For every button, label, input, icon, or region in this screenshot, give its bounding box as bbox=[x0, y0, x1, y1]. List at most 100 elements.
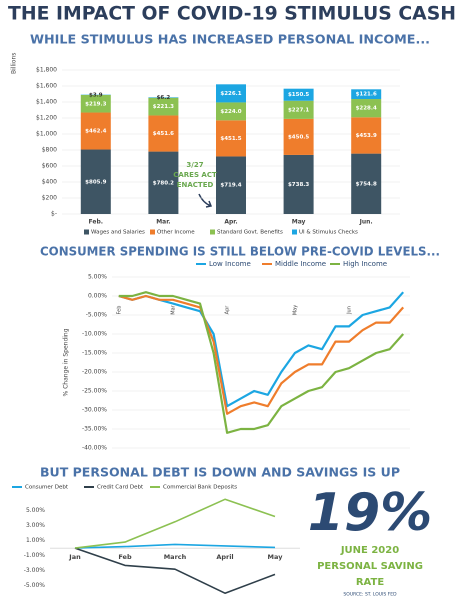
bar-segment bbox=[283, 88, 314, 101]
bar-segment bbox=[216, 102, 246, 121]
page-title: THE IMPACT OF COVID-19 STIMULUS CASH bbox=[8, 3, 456, 25]
chart-title: WHILE STIMULUS HAS INCREASED PERSONAL IN… bbox=[30, 33, 430, 47]
bar-segment bbox=[283, 154, 314, 214]
data-label: $221.3 bbox=[153, 104, 174, 110]
line-series bbox=[118, 291, 405, 408]
stat-line: PERSONAL SAVING bbox=[317, 561, 423, 572]
legend-swatch bbox=[210, 229, 215, 235]
x-tick-label: Apr bbox=[225, 305, 231, 315]
y-tick-label: $1,200 bbox=[36, 115, 57, 122]
y-tick-label: 5.00% bbox=[26, 507, 45, 514]
legend-label: Consumer Debt bbox=[25, 485, 69, 491]
stat-line: JUNE 2020 bbox=[340, 545, 399, 556]
line-series bbox=[118, 291, 405, 434]
legend-label: Wages and Salaries bbox=[91, 230, 145, 236]
y-tick-label: $600 bbox=[42, 163, 57, 170]
data-label: $226.1 bbox=[220, 91, 241, 97]
x-tick-label: Mar. bbox=[156, 219, 170, 226]
bar-segment bbox=[351, 99, 382, 118]
bar-segment bbox=[283, 118, 314, 155]
data-label: $450.5 bbox=[288, 134, 309, 140]
x-tick-label: Jun bbox=[347, 306, 353, 315]
x-tick-label: March bbox=[164, 553, 187, 561]
y-tick-label: 5.00% bbox=[88, 274, 107, 281]
bar-segment bbox=[80, 149, 111, 214]
data-label: $3.9 bbox=[89, 92, 103, 98]
data-label: $219.3 bbox=[85, 101, 106, 107]
data-label: $754.8 bbox=[356, 181, 377, 187]
stat-value: 19% bbox=[308, 483, 432, 543]
legend-label: Commercial Bank Deposits bbox=[163, 485, 237, 491]
y-axis-label: % Change in Spending bbox=[63, 328, 70, 396]
bar-segment bbox=[216, 156, 246, 214]
y-tick-label: $1,800 bbox=[36, 67, 57, 74]
y-tick-label: -25.00% bbox=[82, 388, 107, 395]
y-tick-label: -5.00% bbox=[24, 582, 46, 589]
bar-segment bbox=[80, 94, 111, 113]
annotation-arrow bbox=[198, 193, 213, 208]
y-tick-label: $1,000 bbox=[36, 131, 57, 138]
chart-title: BUT PERSONAL DEBT IS DOWN AND SAVINGS IS… bbox=[40, 466, 400, 480]
bar-segment bbox=[216, 120, 246, 157]
x-tick-label: May bbox=[292, 305, 298, 315]
legend-label: High Income bbox=[343, 260, 387, 268]
data-label: $451.5 bbox=[220, 136, 241, 142]
annotation: ENACTED bbox=[177, 181, 214, 189]
y-tick-label: $400 bbox=[42, 179, 57, 186]
bar-segment bbox=[351, 153, 382, 214]
legend-swatch bbox=[84, 229, 89, 235]
y-tick-label: -5.00% bbox=[86, 312, 108, 319]
bar-segment bbox=[216, 84, 246, 103]
x-tick-label: Feb bbox=[118, 553, 132, 561]
data-label: $805.9 bbox=[85, 179, 106, 185]
data-label: $453.9 bbox=[356, 133, 377, 139]
legend-label: Standard Govt. Benefits bbox=[217, 230, 283, 236]
y-tick-label: $1,400 bbox=[36, 99, 57, 106]
x-tick-label: May bbox=[292, 219, 306, 226]
legend-label: Other Income bbox=[157, 230, 195, 236]
x-tick-label: Apr. bbox=[224, 219, 237, 226]
y-tick-label: $- bbox=[51, 211, 57, 218]
legend-label: Low Income bbox=[209, 260, 251, 268]
legend-swatch bbox=[150, 229, 155, 235]
x-tick-label: Mar bbox=[170, 304, 176, 314]
line-series bbox=[74, 498, 276, 549]
legend-label: UI & Stimulus Checks bbox=[299, 230, 358, 236]
y-tick-label: $200 bbox=[42, 195, 57, 202]
data-label: $462.4 bbox=[85, 129, 106, 135]
x-tick-label: Jun. bbox=[359, 219, 373, 226]
y-tick-label: -20.00% bbox=[82, 369, 107, 376]
annotation: 3/27 bbox=[186, 161, 203, 169]
y-tick-label: -40.00% bbox=[82, 445, 107, 452]
bar-segment bbox=[351, 89, 382, 100]
y-tick-label: -35.00% bbox=[82, 426, 107, 433]
data-label: $719.4 bbox=[220, 183, 241, 189]
stat-source: SOURCE: ST. LOUIS FED bbox=[343, 592, 397, 598]
bar-segment bbox=[148, 151, 179, 214]
stat-line: RATE bbox=[356, 577, 384, 588]
bar-segment bbox=[148, 115, 179, 152]
y-tick-label: 0.00% bbox=[88, 293, 107, 300]
data-label: $451.6 bbox=[153, 131, 174, 137]
y-tick-label: -3.00% bbox=[24, 567, 46, 574]
annotation: CARES ACT bbox=[173, 171, 217, 179]
y-tick-label: $1,600 bbox=[36, 83, 57, 90]
y-tick-label: 1.00% bbox=[26, 537, 45, 544]
y-axis-label: Billions bbox=[11, 53, 18, 74]
data-label: $6.2 bbox=[157, 95, 171, 101]
data-label: $224.0 bbox=[220, 109, 241, 115]
x-tick-label: Feb. bbox=[89, 219, 104, 226]
legend-swatch bbox=[292, 229, 297, 235]
x-tick-label: Feb bbox=[116, 306, 122, 315]
bar-segment bbox=[283, 100, 314, 119]
x-tick-label: May bbox=[268, 553, 284, 561]
bar-segment bbox=[351, 117, 382, 154]
x-tick-label: April bbox=[216, 553, 233, 561]
y-tick-label: -30.00% bbox=[82, 407, 107, 414]
data-label: $738.3 bbox=[288, 182, 309, 188]
data-label: $227.1 bbox=[288, 107, 309, 113]
y-tick-label: 3.00% bbox=[26, 522, 45, 529]
line-series bbox=[118, 294, 405, 415]
line-series bbox=[74, 543, 276, 549]
